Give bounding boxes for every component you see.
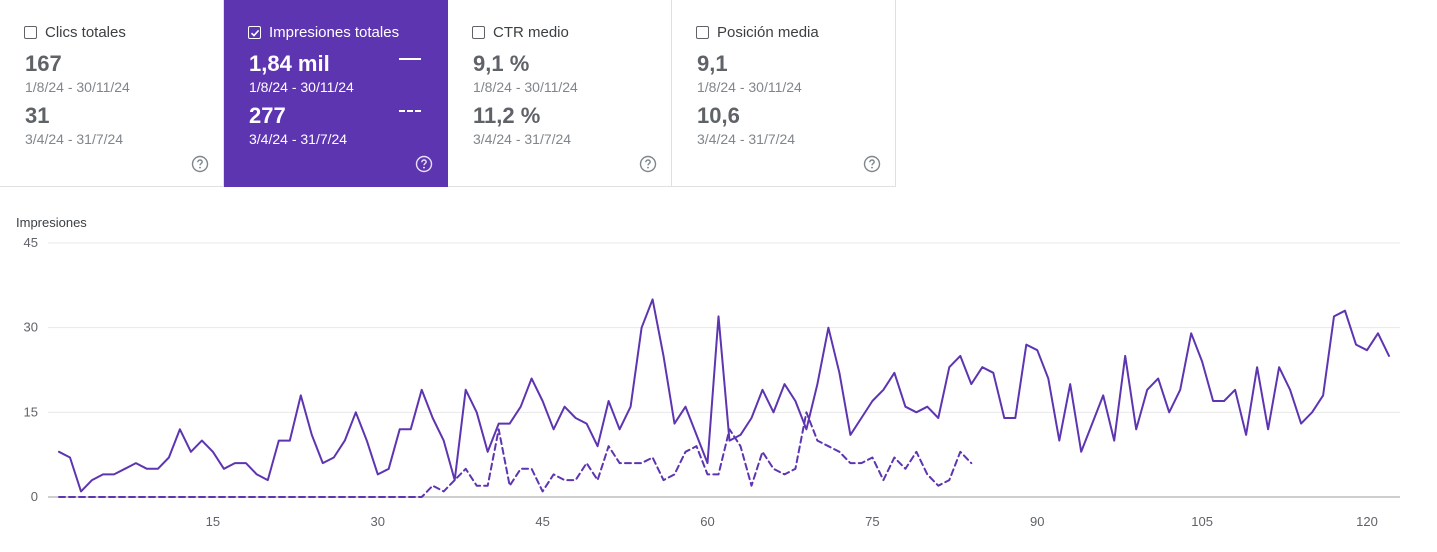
x-tick-label: 45 — [535, 514, 549, 529]
impressions-line-chart: 0 15 30 45 15 30 45 60 75 90 105 120 — [24, 235, 1400, 529]
solid-line-legend-icon — [399, 58, 421, 60]
current-value: 167 — [25, 51, 62, 76]
current-value: 9,1 — [697, 51, 728, 76]
help-icon[interactable] — [415, 155, 433, 173]
x-tick-label: 90 — [1030, 514, 1044, 529]
card-label: Posición media — [717, 24, 819, 41]
current-range: 1/8/24 - 30/11/24 — [473, 79, 578, 95]
previous-period-line — [58, 411, 973, 498]
help-icon[interactable] — [639, 155, 657, 173]
previous-range: 3/4/24 - 31/7/24 — [473, 131, 572, 147]
card-average-position[interactable]: Posición media 9,1 1/8/24 - 30/11/24 10,… — [672, 0, 896, 187]
x-tick-label: 15 — [206, 514, 220, 529]
y-tick-label: 15 — [24, 404, 38, 419]
previous-value: 31 — [25, 103, 50, 128]
previous-value: 277 — [249, 103, 286, 128]
checkbox[interactable] — [472, 26, 485, 39]
y-tick-labels: 0 15 30 45 — [24, 235, 38, 504]
checkbox[interactable] — [248, 26, 261, 39]
series-lines — [58, 298, 1390, 498]
card-total-clicks[interactable]: Clics totales 167 1/8/24 - 30/11/24 31 3… — [0, 0, 224, 187]
card-header: CTR medio — [472, 24, 569, 41]
checkbox[interactable] — [696, 26, 709, 39]
previous-value: 11,2 % — [473, 103, 541, 128]
checkbox[interactable] — [24, 26, 37, 39]
previous-range: 3/4/24 - 31/7/24 — [249, 131, 348, 147]
current-range: 1/8/24 - 30/11/24 — [25, 79, 130, 95]
dashed-line-legend-icon — [399, 110, 421, 112]
card-average-ctr[interactable]: CTR medio 9,1 % 1/8/24 - 30/11/24 11,2 %… — [448, 0, 672, 187]
card-header: Impresiones totales — [248, 24, 399, 41]
card-label: Clics totales — [45, 24, 126, 41]
current-value: 1,84 mil — [249, 51, 330, 76]
card-header: Posición media — [696, 24, 819, 41]
previous-value: 10,6 — [697, 103, 740, 128]
current-range: 1/8/24 - 30/11/24 — [249, 79, 354, 95]
card-total-impressions[interactable]: Impresiones totales 1,84 mil 1/8/24 - 30… — [224, 0, 448, 187]
current-value: 9,1 % — [473, 51, 530, 76]
metric-cards: Clics totales 167 1/8/24 - 30/11/24 31 3… — [0, 0, 896, 188]
x-tick-labels: 15 30 45 60 75 90 105 120 — [206, 514, 1378, 529]
y-tick-label: 0 — [31, 489, 38, 504]
y-tick-label: 30 — [24, 320, 38, 335]
x-tick-label: 120 — [1356, 514, 1378, 529]
current-period-line — [58, 298, 1390, 493]
card-label: CTR medio — [493, 24, 569, 41]
x-tick-label: 30 — [371, 514, 385, 529]
previous-range: 3/4/24 - 31/7/24 — [697, 131, 796, 147]
current-range: 1/8/24 - 30/11/24 — [697, 79, 802, 95]
help-icon[interactable] — [863, 155, 881, 173]
previous-range: 3/4/24 - 31/7/24 — [25, 131, 124, 147]
help-icon[interactable] — [191, 155, 209, 173]
x-tick-label: 105 — [1191, 514, 1213, 529]
x-tick-label: 60 — [700, 514, 714, 529]
chart-y-axis-title: Impresiones — [16, 215, 87, 230]
card-label: Impresiones totales — [269, 24, 400, 41]
x-tick-label: 75 — [865, 514, 879, 529]
card-header: Clics totales — [24, 24, 126, 41]
y-tick-label: 45 — [24, 235, 38, 250]
